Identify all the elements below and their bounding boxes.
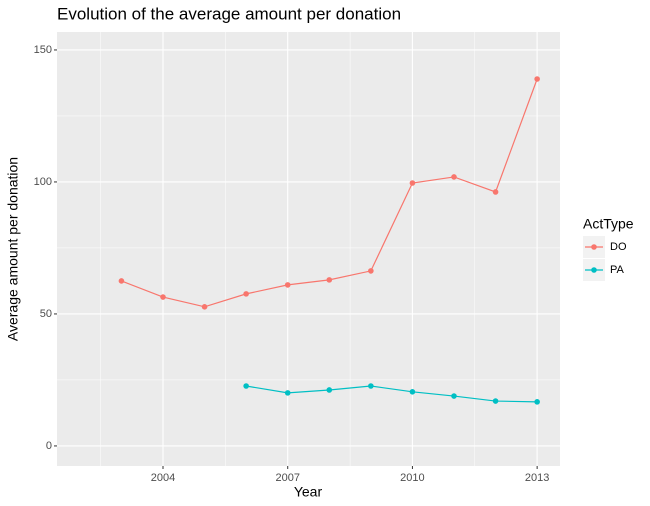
point: [160, 294, 166, 300]
point: [243, 383, 249, 389]
point: [368, 268, 374, 274]
y-tick-label: 0: [46, 440, 52, 452]
legend-label: DO: [610, 241, 627, 253]
point: [409, 389, 416, 395]
point: [492, 189, 499, 195]
marks: [118, 76, 540, 405]
point: [284, 390, 291, 396]
point: [534, 399, 540, 405]
point: [201, 304, 208, 310]
x-tick-label: 2010: [400, 472, 424, 484]
point: [534, 76, 540, 82]
chart-title: Evolution of the average amount per dona…: [57, 4, 401, 23]
point: [368, 383, 374, 389]
x-tick-label: 2004: [151, 472, 175, 484]
point: [451, 174, 457, 180]
point: [118, 278, 125, 284]
point: [492, 398, 499, 404]
point: [409, 180, 416, 186]
y-tick-label: 150: [34, 44, 52, 56]
point: [326, 277, 333, 283]
legend-point: [591, 267, 597, 273]
legend-label: PA: [610, 264, 625, 276]
x-tick-label: 2007: [275, 472, 299, 484]
point: [326, 387, 333, 393]
y-tick-label: 100: [34, 176, 52, 188]
x-tick-label: 2013: [525, 472, 549, 484]
legend-title: ActType: [583, 216, 634, 232]
point: [243, 291, 249, 297]
y-axis-label: Average amount per donation: [5, 157, 21, 341]
point: [284, 282, 291, 288]
legend-point: [591, 244, 597, 250]
legend: DO PA: [583, 236, 627, 281]
panel: [57, 32, 560, 466]
series-line: [246, 385, 538, 403]
point: [451, 393, 457, 399]
y-tick-label: 50: [40, 308, 52, 320]
x-axis-label: Year: [294, 484, 323, 500]
